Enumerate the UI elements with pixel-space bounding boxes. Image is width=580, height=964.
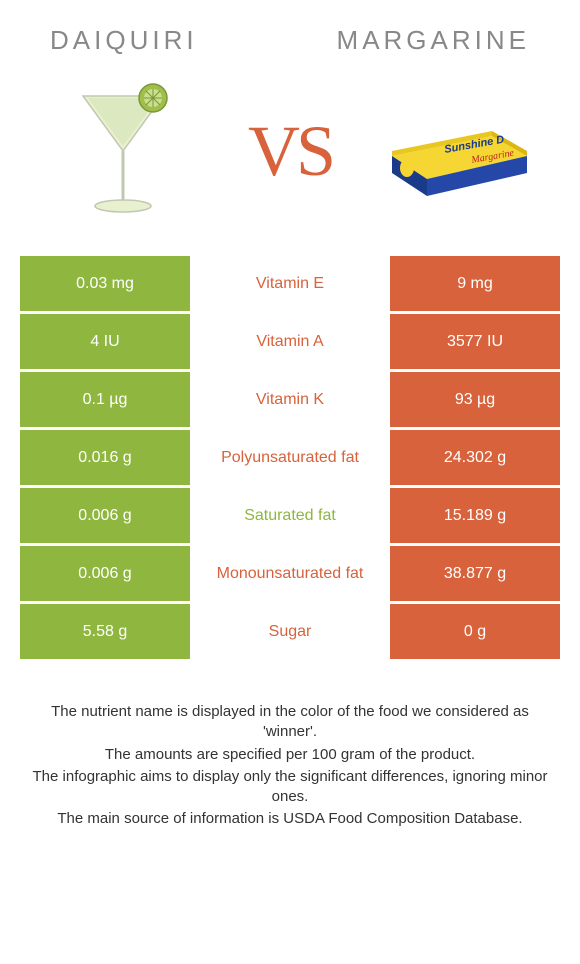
left-value: 0.016 g: [20, 430, 190, 485]
table-row: 0.1 µgVitamin K93 µg: [20, 372, 560, 427]
vs-label: VS: [248, 110, 332, 193]
images-row: VS Margarine Sunshine D: [0, 66, 580, 246]
right-value: 24.302 g: [390, 430, 560, 485]
footer-line: The amounts are specified per 100 gram o…: [25, 745, 555, 765]
right-food-title: Margarine: [337, 25, 530, 56]
right-value: 3577 IU: [390, 314, 560, 369]
left-food-title: Daiquiri: [50, 25, 198, 56]
nutrient-label: Monounsaturated fat: [190, 546, 390, 601]
footer-notes: The nutrient name is displayed in the co…: [0, 662, 580, 830]
right-value: 38.877 g: [390, 546, 560, 601]
table-row: 0.016 gPolyunsaturated fat24.302 g: [20, 430, 560, 485]
left-value: 0.03 mg: [20, 256, 190, 311]
right-value: 9 mg: [390, 256, 560, 311]
nutrient-label: Polyunsaturated fat: [190, 430, 390, 485]
martini-glass-icon: [58, 76, 188, 226]
table-row: 0.006 gSaturated fat15.189 g: [20, 488, 560, 543]
left-value: 0.006 g: [20, 546, 190, 601]
left-value: 0.1 µg: [20, 372, 190, 427]
nutrient-label: Vitamin A: [190, 314, 390, 369]
nutrient-label: Vitamin E: [190, 256, 390, 311]
nutrient-label: Vitamin K: [190, 372, 390, 427]
footer-line: The nutrient name is displayed in the co…: [25, 702, 555, 743]
left-value: 0.006 g: [20, 488, 190, 543]
table-row: 5.58 gSugar0 g: [20, 604, 560, 659]
right-value: 93 µg: [390, 372, 560, 427]
nutrition-table: 0.03 mgVitamin E9 mg4 IUVitamin A3577 IU…: [20, 256, 560, 659]
margarine-image: Margarine Sunshine D: [377, 76, 537, 226]
right-value: 0 g: [390, 604, 560, 659]
header: Daiquiri Margarine: [0, 0, 580, 66]
right-value: 15.189 g: [390, 488, 560, 543]
nutrient-label: Sugar: [190, 604, 390, 659]
footer-line: The infographic aims to display only the…: [25, 767, 555, 808]
nutrient-label: Saturated fat: [190, 488, 390, 543]
daiquiri-image: [43, 76, 203, 226]
left-value: 5.58 g: [20, 604, 190, 659]
table-row: 4 IUVitamin A3577 IU: [20, 314, 560, 369]
margarine-box-icon: Margarine Sunshine D: [377, 101, 537, 201]
table-row: 0.006 gMonounsaturated fat38.877 g: [20, 546, 560, 601]
table-row: 0.03 mgVitamin E9 mg: [20, 256, 560, 311]
left-value: 4 IU: [20, 314, 190, 369]
footer-line: The main source of information is USDA F…: [25, 809, 555, 829]
